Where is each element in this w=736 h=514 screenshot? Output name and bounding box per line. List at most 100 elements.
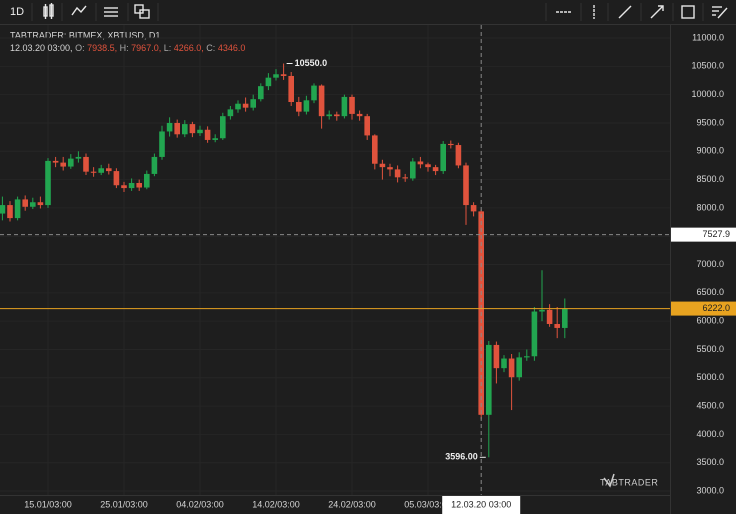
candle-body (166, 122, 173, 132)
y-tick-label: 10000.0 (691, 89, 724, 99)
y-tick-label: 6500.0 (696, 287, 724, 297)
candle-body (197, 129, 203, 134)
y-tick-label: 3500.0 (696, 457, 724, 467)
candle-body (83, 156, 89, 172)
last-price-box (671, 301, 736, 316)
candle-body (440, 143, 446, 172)
candle-body (296, 102, 302, 112)
plot-area (0, 25, 670, 495)
legend-time: 12.03.20 03:00, (10, 43, 73, 53)
last-price-label: 6222.0 (702, 303, 730, 313)
candle-body (455, 145, 462, 166)
legend-item-name: C: (206, 43, 215, 53)
candle-body (174, 122, 180, 135)
legend-item-name: O: (75, 43, 85, 53)
x-tick-label: 25.01/03:00 (100, 499, 148, 509)
candle-body (7, 205, 13, 219)
legend-item-value: 7938.5, (87, 43, 117, 53)
legend-item-value: 4266.0, (174, 43, 204, 53)
candles-button[interactable] (43, 3, 54, 19)
candle-body (288, 75, 294, 103)
candle-body (22, 199, 28, 207)
candle-body (30, 202, 36, 207)
candle-body (372, 135, 378, 164)
arrow-tool[interactable] (650, 5, 664, 19)
x-tick-label: 24.02/03:00 (328, 499, 376, 509)
candle-body (524, 356, 530, 358)
rect-tool[interactable] (681, 5, 695, 19)
candle-body (341, 96, 348, 117)
candle-body (387, 167, 393, 170)
indicators-button[interactable] (71, 5, 87, 16)
candle-body (318, 85, 325, 117)
candle-body (539, 309, 545, 312)
candle-body (356, 113, 363, 117)
candle-body (136, 182, 142, 188)
x-tick-label: 04.02/03:00 (176, 499, 224, 509)
candle-body (303, 100, 310, 112)
y-tick-label: 5500.0 (696, 344, 724, 354)
candle-body (212, 138, 218, 140)
candle-body (106, 168, 112, 172)
y-tick-label: 8000.0 (696, 202, 724, 212)
candle-body (128, 182, 135, 189)
candle-body (493, 344, 500, 369)
y-tick-label: 6000.0 (696, 316, 724, 326)
candle-body (379, 163, 386, 168)
crosshair-time-label: 12.03.20 03:00 (451, 499, 511, 509)
toolbar (0, 0, 736, 24)
y-tick-label: 8500.0 (696, 174, 724, 184)
candle-body (242, 103, 249, 108)
candle-body (68, 158, 74, 167)
candle-body (531, 311, 538, 357)
candle-body (463, 165, 469, 206)
candle-body (432, 167, 439, 172)
y-tick-label: 5000.0 (696, 372, 724, 382)
candle-body (159, 131, 165, 157)
candle-body (151, 156, 158, 174)
candle-body (227, 109, 234, 117)
y-tick-label: 4500.0 (696, 400, 724, 410)
trendline-tool[interactable] (618, 5, 632, 19)
candle-body (52, 160, 59, 163)
candle-body (486, 344, 492, 415)
settings-button[interactable] (104, 7, 118, 17)
candle-body (425, 164, 431, 168)
candle-body (410, 161, 416, 179)
y-tick-label: 4000.0 (696, 429, 724, 439)
layout-button[interactable] (134, 4, 150, 19)
candle-body (90, 171, 97, 173)
candle-body (448, 143, 454, 146)
candle-body (144, 173, 150, 188)
y-tick-label: 9000.0 (696, 146, 724, 156)
candle-body (75, 156, 82, 159)
legend-item-name: L: (164, 43, 172, 53)
candle-body (326, 114, 332, 117)
candle-body (0, 205, 6, 214)
crosshair-price-box (671, 227, 736, 242)
x-tick-label: 15.01/03:00 (24, 499, 72, 509)
draw-tool[interactable] (712, 6, 728, 19)
interval-button[interactable]: 1D (10, 6, 24, 18)
candle-body (98, 168, 104, 173)
candle-body (501, 358, 507, 369)
candle-body (265, 77, 272, 87)
candle-body (280, 74, 287, 76)
legend-values: 12.03.20 03:00, O: 7938.5, H: 7967.0, L:… (10, 43, 245, 53)
candle-body (364, 116, 370, 136)
legend-title: TABTRADER: BITMEX, XBTUSD, D1 (10, 30, 160, 40)
candle-body (121, 185, 127, 189)
candle-body (235, 103, 241, 110)
candle-body (402, 177, 408, 179)
y-tick-label: 11000.0 (692, 32, 724, 42)
candle-body (273, 74, 279, 78)
candle-body (45, 160, 51, 206)
candle-body (220, 116, 226, 139)
watermark: TABTRADER (600, 477, 658, 487)
x-tick-label: 05.03/03:00 (404, 499, 452, 509)
legend-item-value: 4346.0 (218, 43, 246, 53)
legend-item-name: H: (120, 43, 129, 53)
candle-body (562, 308, 568, 328)
